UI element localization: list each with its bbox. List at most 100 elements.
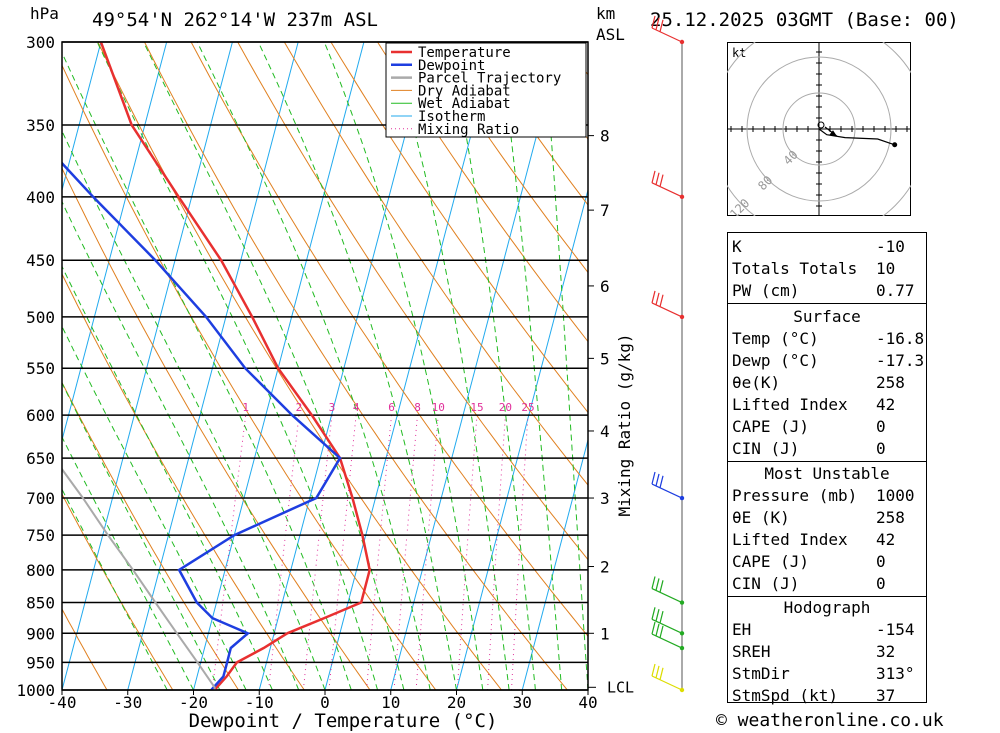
- legend-entry: Temperature: [418, 45, 511, 61]
- mixing-ratio-line: [268, 415, 300, 690]
- wet-adiabat-line: [62, 488, 168, 690]
- pressure-tick-label: 1000: [16, 681, 55, 700]
- isotherm-line: [456, 188, 588, 690]
- section-title-most-unstable: Most Unstable: [764, 464, 890, 483]
- wind-barb-flag: [659, 667, 664, 680]
- mixing-ratio-label: 25: [521, 401, 534, 414]
- hpa-unit-label: hPa: [30, 4, 59, 23]
- wet-adiabat-line: [62, 129, 326, 690]
- mixing-ratio-line: [511, 415, 529, 690]
- series-dewpoint-line: [62, 161, 342, 690]
- forecast-datetime: 25.12.2025 03GMT (Base: 00): [650, 9, 959, 31]
- mixing-ratio-label: 2: [296, 401, 303, 414]
- wind-barb-flag: [655, 292, 660, 305]
- wind-barb-flag: [659, 174, 664, 187]
- wet-adiabat-line: [323, 42, 484, 690]
- wind-barb-flag: [651, 471, 656, 485]
- dry-adiabat-line: [377, 42, 588, 343]
- index-row: StmDir 313°: [732, 664, 915, 683]
- wind-barb-shaft: [651, 633, 683, 649]
- hodograph-origin-marker: [817, 121, 825, 129]
- temperature-tick-label: 40: [578, 693, 597, 712]
- index-row: θE (K) 258: [732, 508, 905, 527]
- temperature-tick-label: -10: [245, 693, 274, 712]
- index-row: Pressure (mb) 1000: [732, 486, 915, 505]
- mixing-ratio-label: 8: [414, 401, 421, 414]
- pressure-tick-label: 950: [26, 653, 55, 672]
- isotherm-line: [62, 42, 233, 690]
- series-temperature-line: [99, 42, 371, 690]
- mixing-ratio-line: [487, 415, 506, 690]
- wet-adiabat-line: [543, 42, 588, 690]
- index-row: CAPE (J) 0: [732, 417, 886, 436]
- pressure-tick-label: 600: [26, 406, 55, 425]
- pressure-tick-label: 550: [26, 359, 55, 378]
- site-credit[interactable]: © weatheronline.co.uk: [716, 710, 944, 731]
- wet-adiabat-line: [62, 51, 352, 690]
- wet-adiabat-line: [447, 42, 536, 690]
- isotherm-line: [62, 42, 102, 192]
- legend-entry: Isotherm: [418, 109, 485, 125]
- hodograph-end-point: [892, 142, 898, 148]
- wind-barb-flag: [659, 19, 664, 32]
- isotherm-line: [324, 42, 496, 690]
- mixing-ratio-line: [302, 415, 333, 690]
- km-tick-label: 1: [600, 624, 610, 643]
- pressure-tick-label: 800: [26, 561, 55, 580]
- section-title-surface: Surface: [793, 307, 861, 326]
- dry-adiabat-line: [984, 42, 1000, 690]
- dry-adiabat-line: [330, 42, 588, 414]
- indices-table: K -10 Totals Totals 10 PW (cm) 0.77 Surface…: [727, 232, 927, 705]
- legend-entry: Mixing Ratio: [418, 122, 519, 138]
- index-row: CIN (J) 0: [732, 574, 886, 593]
- km-tick-label: 8: [600, 127, 610, 146]
- dry-adiabat-line: [937, 42, 1000, 690]
- wind-barb-flag: [659, 475, 664, 488]
- wind-barb-flag: [651, 663, 656, 677]
- wind-barb-shaft: [651, 483, 683, 499]
- km-tick-label: 2: [600, 558, 610, 577]
- pressure-tick-label: 350: [26, 116, 55, 135]
- legend-entry: Parcel Trajectory: [418, 71, 561, 87]
- isotherm-line: [258, 42, 431, 690]
- index-row: EH -154: [732, 620, 915, 639]
- km-tick-label: 7: [600, 201, 610, 220]
- mixing-ratio-axis-title: Mixing Ratio (g/kg): [615, 333, 634, 516]
- index-row: Dewp (°C) -17.3: [732, 351, 925, 370]
- dry-adiabat-line: [62, 608, 108, 690]
- wind-barb-flag: [655, 578, 660, 591]
- wind-barb-flag: [651, 607, 656, 620]
- wind-barb-flag: [655, 609, 660, 622]
- wet-adiabat-line: [388, 42, 510, 690]
- wind-barb-shaft: [651, 675, 683, 691]
- dry-adiabat-line: [62, 167, 371, 690]
- mixing-ratio-label: 15: [470, 401, 483, 414]
- wet-adiabat-line: [62, 265, 273, 690]
- wind-barb-flag: [651, 170, 656, 183]
- wind-barb-flag: [659, 610, 664, 624]
- wind-barb-flag: [651, 576, 656, 589]
- pressure-tick-label: 300: [26, 33, 55, 52]
- index-row: Temp (°C) -16.8: [732, 329, 925, 348]
- isotherm-line: [390, 42, 562, 690]
- dry-adiabat-line: [144, 42, 568, 690]
- temperature-tick-label: -20: [179, 693, 208, 712]
- mixing-ratio-label: 1: [242, 401, 249, 414]
- wind-barb-flag: [659, 580, 664, 593]
- wind-barb-flag: [651, 290, 656, 304]
- temperature-tick-label: -30: [113, 693, 142, 712]
- wet-adiabat-line: [96, 42, 379, 690]
- index-row: StmSpd (kt) 37: [732, 686, 896, 705]
- wind-barb-flag: [655, 17, 660, 31]
- mixing-ratio-label: 20: [499, 401, 512, 414]
- index-row: Lifted Index 42: [732, 395, 896, 414]
- wind-barb-flag: [655, 172, 660, 185]
- wind-barb-flag: [659, 625, 664, 638]
- pressure-tick-label: 900: [26, 624, 55, 643]
- hodograph-unit: kt: [732, 46, 746, 60]
- mixing-ratio-label: 3: [329, 401, 336, 414]
- wind-barb-flag: [651, 15, 656, 29]
